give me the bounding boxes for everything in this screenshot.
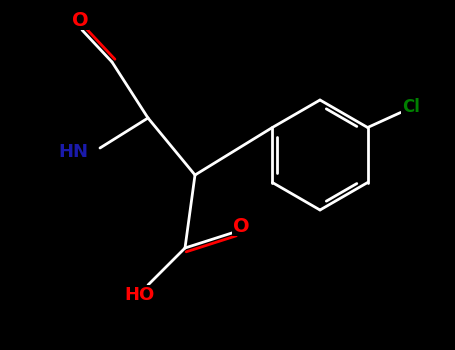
Text: Cl: Cl — [402, 98, 420, 117]
Text: HN: HN — [58, 143, 88, 161]
Text: O: O — [72, 10, 88, 29]
Text: O: O — [233, 217, 249, 236]
Text: HO: HO — [125, 286, 155, 304]
